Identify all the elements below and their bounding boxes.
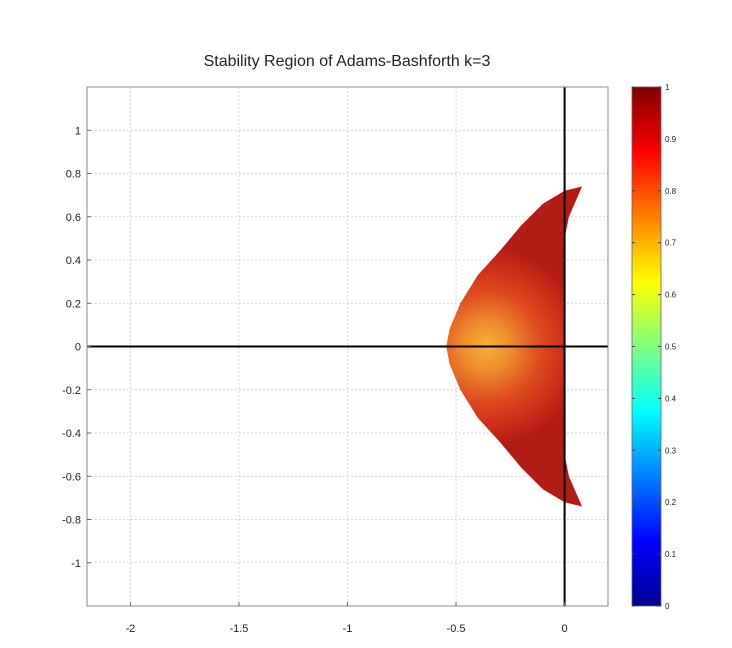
x-tick-label: -2 <box>126 623 136 635</box>
colorbar-tick-label: 0.1 <box>665 550 677 559</box>
y-tick-label: 0.2 <box>66 298 81 310</box>
y-tick-label: 1 <box>75 125 81 137</box>
y-tick-label: 0 <box>75 342 81 354</box>
x-axis-ticks: -2 -1.5 -1 -0.5 0 <box>126 602 568 635</box>
x-tick-label: -1.5 <box>229 623 248 635</box>
colorbar-tick-label: 0.6 <box>665 291 677 300</box>
colorbar-tick-label: 0 <box>665 602 670 611</box>
y-axis-ticks: 1 0.8 0.6 0.4 0.2 0 -0.2 -0.4 -0.6 -0.8 -1 <box>62 125 91 570</box>
colorbar-tick-label: 0.9 <box>665 135 677 144</box>
y-tick-label: -1 <box>71 558 81 570</box>
y-tick-label: -0.8 <box>62 515 81 527</box>
y-tick-label: 0.8 <box>66 169 81 181</box>
x-tick-label: -1 <box>343 623 353 635</box>
colorbar-tick-label: 0.8 <box>665 187 677 196</box>
colorbar-tick-label: 0.2 <box>665 498 677 507</box>
y-tick-label: -0.2 <box>62 385 81 397</box>
colorbar-tick-label: 0.7 <box>665 239 677 248</box>
colorbar-tick-label: 0.4 <box>665 394 677 403</box>
axis-lines <box>87 87 608 606</box>
x-tick-label: 0 <box>562 623 568 635</box>
y-tick-label: -0.4 <box>62 428 81 440</box>
y-tick-label: -0.6 <box>62 471 81 483</box>
colorbar-tick-label: 0.3 <box>665 446 677 455</box>
colorbar-tick-label: 1 <box>665 83 670 92</box>
y-tick-label: 0.4 <box>66 255 81 267</box>
colorbar-tick-label: 0.5 <box>665 343 677 352</box>
colorbar <box>631 86 662 607</box>
chart-title: Stability Region of Adams-Bashforth k=3 <box>204 53 491 70</box>
y-tick-label: 0.6 <box>66 212 81 224</box>
colorbar-ticks: 1 0.9 0.8 0.7 0.6 0.5 0.4 0.3 0.2 0.1 0 <box>632 83 677 611</box>
x-tick-label: -0.5 <box>447 623 466 635</box>
